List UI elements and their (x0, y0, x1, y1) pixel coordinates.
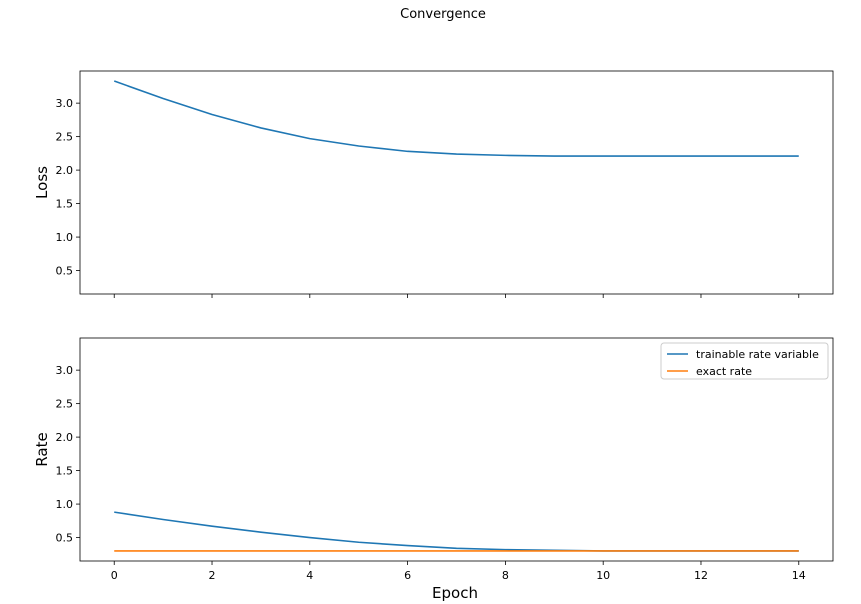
x-tick-label: 10 (596, 569, 610, 582)
y-tick-label: 2.5 (56, 398, 74, 411)
y-tick-label: 0.5 (56, 532, 74, 545)
y-tick-label: 1.5 (56, 465, 74, 478)
x-tick-label: 0 (111, 569, 118, 582)
series-line-0-0 (113, 80, 799, 157)
y-tick-label: 1.5 (56, 198, 74, 211)
y-tick-label: 1.0 (56, 498, 74, 511)
x-tick-label: 8 (502, 569, 509, 582)
y-tick-label: 3.0 (56, 97, 74, 110)
axes-frame (79, 337, 834, 562)
loss-panel: 0.5 1.0 1.5 2.0 2.5 3.0 Loss (33, 70, 834, 298)
legend: trainable rate variable exact rate (660, 342, 829, 380)
axes-frame (79, 70, 834, 295)
x-axis-label: Epoch (432, 584, 478, 602)
x-tick-label: 14 (792, 569, 806, 582)
y-tick-label: 2.5 (56, 131, 74, 144)
y-tick-label: 0.5 (56, 265, 74, 278)
x-tick-label: 6 (404, 569, 411, 582)
x-tick-label: 12 (694, 569, 708, 582)
rate-panel: 0.5 1.0 1.5 2.0 2.5 3.0 0 2 4 6 8 10 12 14 Rate trainab… (33, 337, 834, 582)
y-tick-label: 3.0 (56, 364, 74, 377)
series-line-1-0 (114, 511, 799, 552)
y-tick-label: 1.0 (56, 231, 74, 244)
legend-label: trainable rate variable (696, 348, 819, 361)
y-tick-label: 2.0 (56, 164, 74, 177)
chart-title: Convergence (400, 7, 486, 22)
legend-box (660, 342, 829, 380)
legend-label: exact rate (696, 365, 752, 378)
y-axis-label: Rate (33, 432, 51, 466)
y-axis-label: Loss (33, 166, 51, 199)
x-tick-label: 2 (209, 569, 216, 582)
x-tick-label: 4 (306, 569, 313, 582)
y-tick-label: 2.0 (56, 431, 74, 444)
